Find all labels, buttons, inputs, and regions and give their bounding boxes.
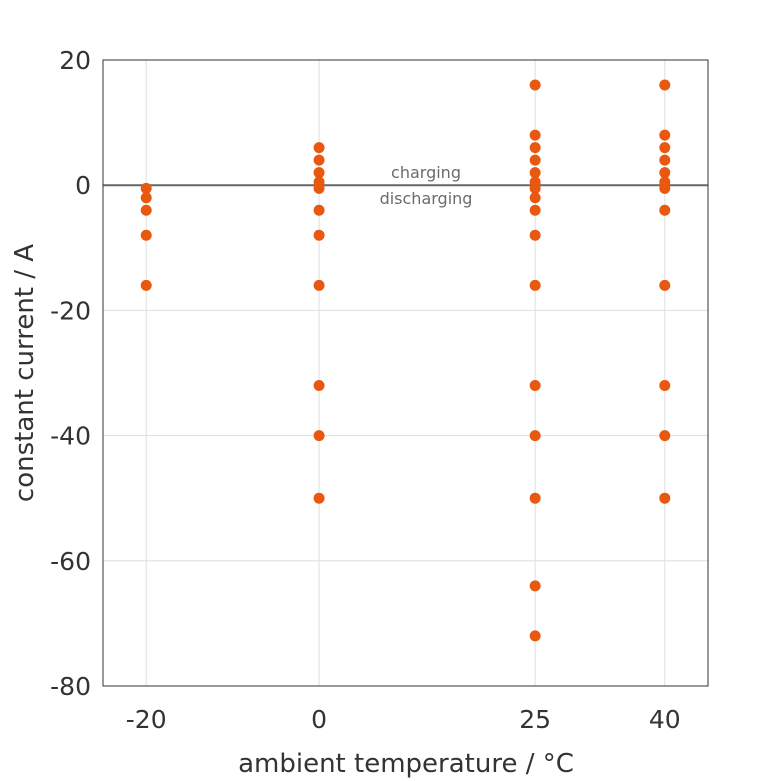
data-point [140, 192, 152, 204]
data-point [529, 630, 541, 642]
data-point [313, 204, 325, 216]
data-point [529, 142, 541, 154]
data-point [140, 279, 152, 291]
data-point [529, 229, 541, 241]
data-point [659, 182, 671, 194]
data-point [529, 192, 541, 204]
y-tick-label: -20 [50, 296, 91, 325]
y-tick-label: -80 [50, 672, 91, 701]
y-tick-label: -40 [50, 422, 91, 451]
data-point [529, 380, 541, 392]
data-point [659, 204, 671, 216]
data-point [659, 154, 671, 166]
data-point [313, 229, 325, 241]
data-point [529, 492, 541, 504]
data-point [659, 279, 671, 291]
y-tick-label: 20 [59, 46, 91, 75]
plot-frame [102, 59, 709, 687]
data-point [313, 430, 325, 442]
data-point [313, 492, 325, 504]
data-point [529, 204, 541, 216]
data-point [659, 129, 671, 141]
data-point [529, 167, 541, 179]
data-point [659, 79, 671, 91]
y-tick-label: -60 [50, 547, 91, 576]
data-point [659, 380, 671, 392]
x-tick-label: 40 [649, 705, 681, 734]
data-points [140, 79, 671, 642]
data-point [313, 182, 325, 194]
data-point [313, 279, 325, 291]
data-point [313, 167, 325, 179]
data-point [313, 142, 325, 154]
data-point [529, 430, 541, 442]
data-point [659, 492, 671, 504]
data-point [529, 79, 541, 91]
data-point [529, 154, 541, 166]
data-point [659, 142, 671, 154]
data-point [313, 154, 325, 166]
x-tick-label: -20 [126, 705, 167, 734]
plot-area [103, 60, 708, 686]
y-tick-labels: 20 0 -20 -40 -60 -80 [50, 46, 91, 701]
y-axis-label: constant current / A [10, 244, 40, 502]
x-tick-label: 25 [519, 705, 551, 734]
data-point [529, 129, 541, 141]
data-point [140, 204, 152, 216]
annotation-charging: charging [391, 163, 461, 182]
data-point [529, 182, 541, 194]
data-point [313, 380, 325, 392]
data-point [659, 430, 671, 442]
data-point [659, 167, 671, 179]
x-tick-label: 0 [311, 705, 327, 734]
y-tick-label: 0 [75, 171, 91, 200]
data-point [140, 182, 152, 194]
data-point [529, 580, 541, 592]
x-axis-label: ambient temperature / °C [238, 749, 574, 779]
data-point [529, 279, 541, 291]
x-tick-labels: -20 0 25 40 [126, 705, 681, 734]
data-point [140, 229, 152, 241]
annotation-discharging: discharging [380, 189, 473, 208]
